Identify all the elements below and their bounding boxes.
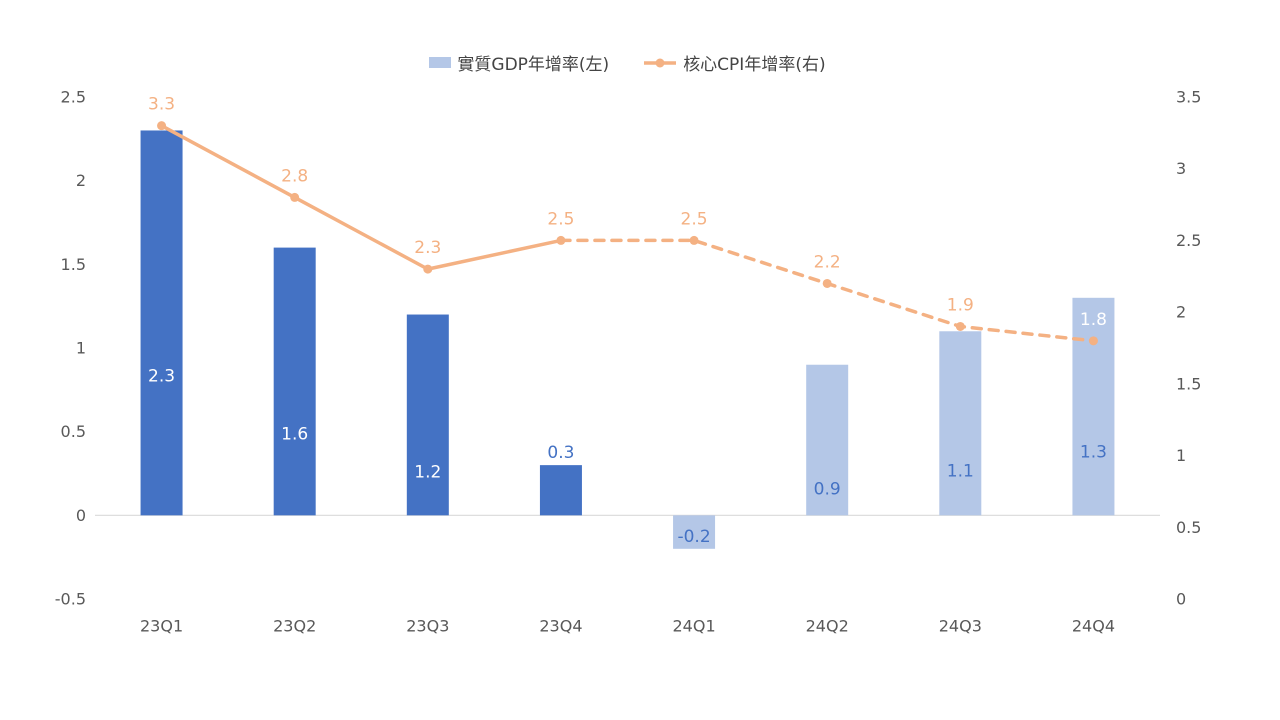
right-axis-tick-0: 0 xyxy=(1176,590,1186,609)
cpi-marker-23Q2 xyxy=(290,192,300,202)
bar-24Q1 xyxy=(673,515,716,549)
cpi-value-label-24Q4: 1.8 xyxy=(1080,310,1107,330)
cpi-value-label-24Q3: 1.9 xyxy=(947,295,974,315)
bar-23Q2 xyxy=(273,247,316,516)
legend-swatch-gdp-icon xyxy=(429,57,452,68)
bar-value-label-24Q2: 0.9 xyxy=(814,479,841,499)
left-axis-tick-0: 0 xyxy=(76,506,86,525)
legend: 實質GDP年增率(左) 核心CPI年增率(右) xyxy=(95,50,1160,75)
bar-23Q1 xyxy=(140,130,183,516)
bar-24Q4 xyxy=(1072,297,1115,516)
x-category-label-23Q2: 23Q2 xyxy=(273,617,316,636)
left-axis-tick-0.5: 0.5 xyxy=(61,422,86,441)
x-category-label-23Q1: 23Q1 xyxy=(140,617,183,636)
cpi-marker-24Q3 xyxy=(955,321,965,331)
bar-value-label-23Q2: 1.6 xyxy=(281,424,308,444)
bar-23Q3 xyxy=(406,314,449,516)
cpi-marker-23Q3 xyxy=(423,264,433,274)
legend-label-cpi: 核心CPI年增率(右) xyxy=(683,55,826,75)
cpi-value-label-23Q1: 3.3 xyxy=(148,95,175,115)
cpi-marker-24Q1 xyxy=(689,235,699,245)
left-axis-tick-1: 1 xyxy=(76,339,86,358)
legend-item-gdp: 實質GDP年增率(左) xyxy=(429,50,609,75)
cpi-line-solid-segment xyxy=(160,124,562,271)
legend-item-cpi: 核心CPI年增率(右) xyxy=(643,50,826,75)
bar-value-label-24Q1: -0.2 xyxy=(677,527,710,547)
left-axis-tick-2: 2 xyxy=(76,171,86,190)
cpi-marker-23Q1 xyxy=(157,121,167,131)
right-axis-tick-3: 3 xyxy=(1176,159,1186,178)
cpi-marker-24Q4 xyxy=(1088,336,1098,346)
bar-value-label-23Q3: 1.2 xyxy=(414,462,441,482)
x-category-label-24Q1: 24Q1 xyxy=(672,617,715,636)
cpi-value-label-24Q2: 2.2 xyxy=(814,252,841,272)
right-axis-tick-1: 1 xyxy=(1176,446,1186,465)
cpi-marker-24Q2 xyxy=(822,278,832,288)
bar-value-label-24Q4: 1.3 xyxy=(1080,442,1107,462)
left-axis-tick--0.5: -0.5 xyxy=(55,590,86,609)
right-axis-tick-1.5: 1.5 xyxy=(1176,374,1201,393)
left-axis-tick-1.5: 1.5 xyxy=(61,255,86,274)
left-axis-tick-2.5: 2.5 xyxy=(61,88,86,107)
right-axis-tick-0.5: 0.5 xyxy=(1176,518,1201,537)
x-category-label-23Q4: 23Q4 xyxy=(539,617,582,636)
x-category-label-24Q3: 24Q3 xyxy=(939,617,982,636)
cpi-value-label-23Q2: 2.8 xyxy=(281,166,308,186)
cpi-value-label-23Q4: 2.5 xyxy=(547,209,574,229)
x-category-label-24Q4: 24Q4 xyxy=(1072,617,1115,636)
bar-23Q4 xyxy=(539,465,582,516)
cpi-value-label-23Q3: 2.3 xyxy=(414,238,441,258)
right-axis-tick-2.5: 2.5 xyxy=(1176,231,1201,250)
bar-value-label-23Q4: 0.3 xyxy=(547,443,574,463)
bar-24Q3 xyxy=(939,331,982,516)
right-axis-tick-2: 2 xyxy=(1176,303,1186,322)
legend-label-gdp: 實質GDP年增率(左) xyxy=(457,55,610,75)
legend-line-dot-icon xyxy=(644,58,677,67)
x-category-label-23Q3: 23Q3 xyxy=(406,617,449,636)
bar-value-label-23Q1: 2.3 xyxy=(148,366,175,386)
cpi-marker-23Q4 xyxy=(556,235,566,245)
x-category-label-24Q2: 24Q2 xyxy=(806,617,849,636)
bar-24Q2 xyxy=(806,364,849,516)
cpi-value-label-24Q1: 2.5 xyxy=(681,209,708,229)
bar-value-label-24Q3: 1.1 xyxy=(947,461,974,481)
right-axis-tick-3.5: 3.5 xyxy=(1176,88,1201,107)
